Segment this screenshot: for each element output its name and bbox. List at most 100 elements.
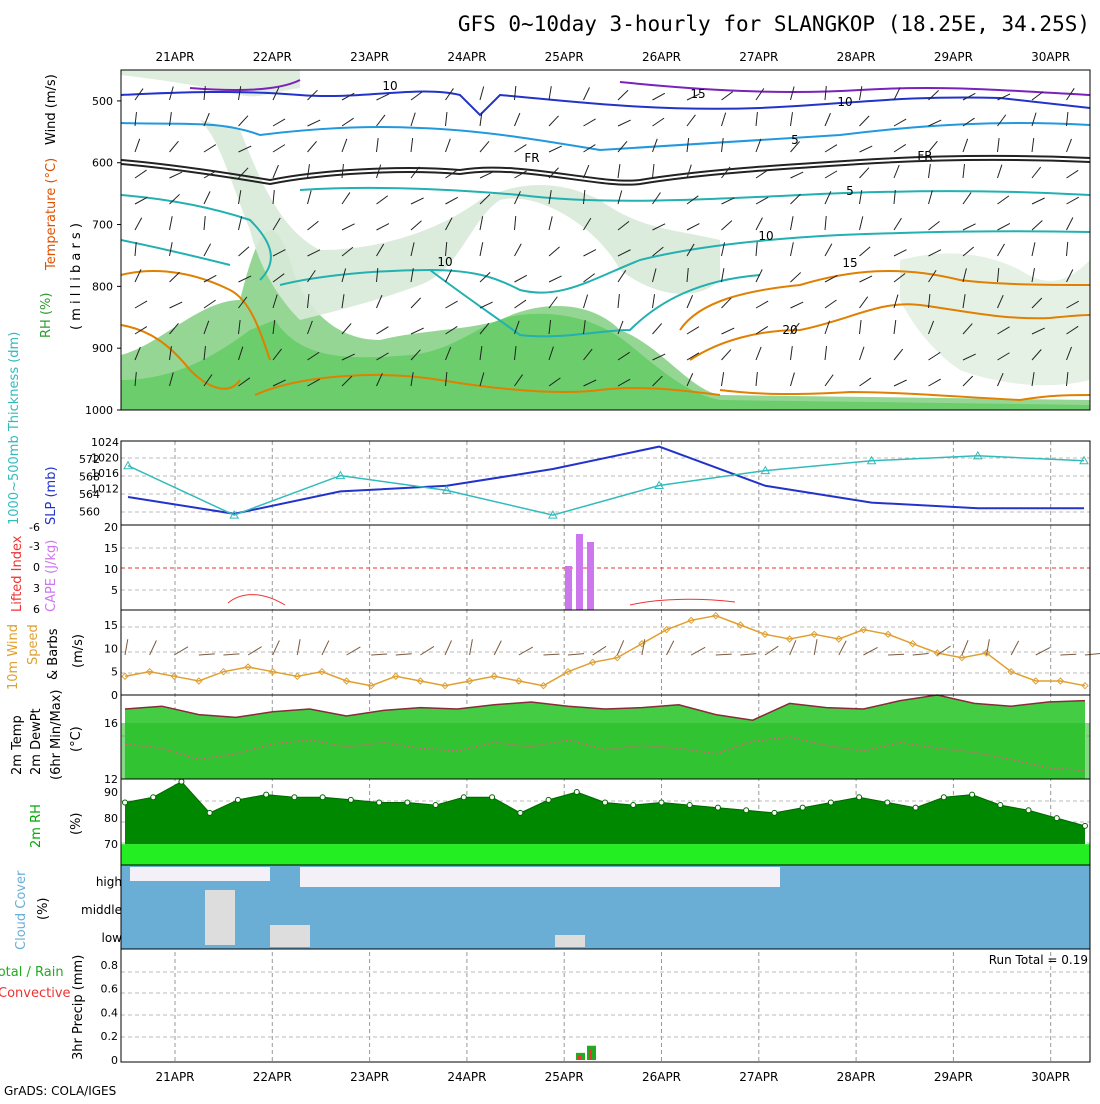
barb-8-0 xyxy=(410,91,423,101)
barb-22-11 xyxy=(893,379,907,387)
barb-10-9 xyxy=(479,322,490,335)
barb-3-11 xyxy=(238,377,251,387)
barb-27-11 xyxy=(1066,372,1069,387)
t2m-tick-12: 12 xyxy=(104,773,118,786)
barb-25-4 xyxy=(997,195,1010,205)
barb-22-9 xyxy=(893,320,897,335)
barb-2-10 xyxy=(203,346,206,361)
barb-27-8 xyxy=(1066,300,1079,309)
barb-21-0 xyxy=(859,86,863,101)
rh2m-marker-19 xyxy=(658,799,665,806)
barb-18-4 xyxy=(755,196,769,205)
w10-label-b: Speed xyxy=(26,624,41,665)
rh2m-area xyxy=(125,781,1085,845)
w10-barb-11 xyxy=(395,653,412,656)
ws-marker-35 xyxy=(982,649,991,657)
thick-tick-568: 568 xyxy=(79,471,100,484)
barb-25-7 xyxy=(997,268,1000,283)
temp-contour-3 xyxy=(679,269,1091,331)
barb-23-3 xyxy=(928,164,931,179)
barb-12-9 xyxy=(548,320,552,335)
barb-16-0 xyxy=(686,93,700,101)
date-bottom-28APR: 28APR xyxy=(837,1070,876,1084)
wind-label-5: 5 xyxy=(791,133,799,147)
w10-barb-8 xyxy=(321,640,330,656)
barb-16-10 xyxy=(686,352,700,361)
cloud-unit: (%) xyxy=(36,898,51,921)
barb-25-8 xyxy=(997,295,1004,309)
barb-24-10 xyxy=(962,353,976,361)
barb-23-5 xyxy=(928,221,940,231)
barb-0-2 xyxy=(134,138,141,153)
barb-6-4 xyxy=(341,192,351,205)
panel-frame-upper xyxy=(120,69,1091,411)
wind-label-5b: 5 xyxy=(846,184,854,198)
barb-5-8 xyxy=(307,294,310,309)
barb-14-2 xyxy=(617,140,628,153)
barb-9-4 xyxy=(445,196,459,205)
w10-barb-16 xyxy=(518,646,534,656)
ws-marker-10 xyxy=(367,681,375,690)
ws-marker-26 xyxy=(761,630,769,639)
barb-22-6 xyxy=(893,249,907,257)
barb-5-9 xyxy=(307,320,313,335)
barb-11-4 xyxy=(514,191,521,205)
barb-13-8 xyxy=(583,294,589,309)
barb-4-3 xyxy=(272,164,279,179)
ws-marker-34 xyxy=(958,653,966,662)
thick-marker-1 xyxy=(229,510,240,519)
barb-6-1 xyxy=(341,117,354,127)
barb-13-11 xyxy=(583,379,597,387)
barb-10-5 xyxy=(479,216,484,231)
barb-11-3 xyxy=(514,170,527,179)
barb-14-0 xyxy=(617,89,629,101)
barb-19-1 xyxy=(790,112,793,127)
barb-20-9 xyxy=(824,320,831,335)
w10-barb-17 xyxy=(543,653,560,656)
rh2m-tick-80: 80 xyxy=(104,812,118,825)
barb-21-5 xyxy=(859,216,864,231)
barb-11-2 xyxy=(514,144,527,153)
barb-24-9 xyxy=(962,323,973,335)
barb-20-3 xyxy=(824,170,838,179)
barb-19-2 xyxy=(790,141,801,153)
rh2m-marker-6 xyxy=(291,794,298,801)
footer: GrADS: COLA/IGES xyxy=(4,1084,116,1098)
barb-24-0 xyxy=(962,92,976,101)
rh2m-marker-31 xyxy=(997,802,1004,809)
barb-19-3 xyxy=(790,171,804,179)
barb-17-1 xyxy=(721,112,727,127)
date-top-24APR: 24APR xyxy=(447,50,486,64)
barb-18-5 xyxy=(755,217,763,231)
wind10-panel: 15 10 5 0 xyxy=(104,611,1100,702)
barb-16-3 xyxy=(686,164,692,179)
thick-marker-9 xyxy=(1079,455,1089,465)
barb-4-4 xyxy=(272,190,275,205)
barb-9-7 xyxy=(445,269,453,283)
slp-tick-1016: 1016 xyxy=(91,467,119,480)
panel-bg-precip xyxy=(121,949,1090,1062)
thick-marker-8 xyxy=(972,450,983,460)
barb-8-3 xyxy=(410,166,420,179)
barb-4-8 xyxy=(272,294,278,309)
rh2m-marker-33 xyxy=(1053,815,1060,822)
barb-0-0 xyxy=(134,88,144,101)
barb-24-11 xyxy=(962,375,974,387)
barb-23-9 xyxy=(928,320,935,335)
barb-16-5 xyxy=(686,223,700,231)
barb-13-0 xyxy=(583,87,590,101)
temp-contour-0 xyxy=(120,269,271,361)
rh2m-tick-70: 70 xyxy=(104,838,118,851)
cape-bar-0 xyxy=(565,566,572,610)
barb-3-0 xyxy=(238,86,242,101)
date-top-23APR: 23APR xyxy=(350,50,389,64)
barb-3-4 xyxy=(238,190,242,205)
w10-barb-6 xyxy=(272,640,280,656)
temp-label-20: 20 xyxy=(782,323,797,337)
w10-barb-0 xyxy=(124,639,129,656)
barb-19-9 xyxy=(790,322,800,335)
barb-0-3 xyxy=(134,169,147,179)
barb-25-6 xyxy=(997,243,1005,257)
barb-18-8 xyxy=(755,300,769,309)
barb-4-0 xyxy=(272,87,280,101)
